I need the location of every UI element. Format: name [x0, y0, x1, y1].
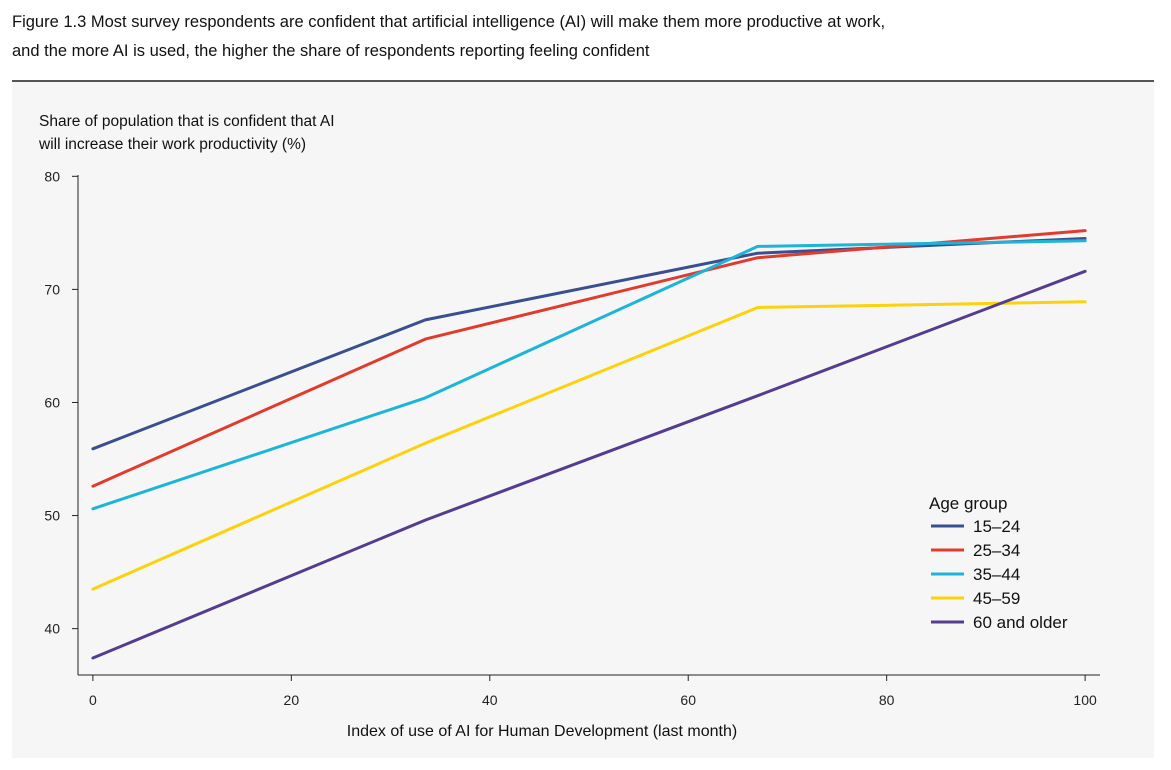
- figure-title-line-2: and the more AI is used, the higher the …: [12, 42, 650, 60]
- x-tick-label: 80: [879, 692, 895, 708]
- x-tick-label: 0: [89, 692, 97, 708]
- series-line: [91, 229, 1087, 488]
- legend-label: 25–34: [973, 541, 1020, 560]
- chart-panel: [12, 82, 1154, 758]
- series-line: [91, 239, 1087, 511]
- legend-label: 15–24: [973, 517, 1020, 536]
- y-tick-label: 70: [44, 281, 60, 297]
- figure-title-line-1: Figure 1.3 Most survey respondents are c…: [12, 13, 886, 31]
- y-axis-label-line-1: Share of population that is confident th…: [39, 113, 335, 130]
- series-line: [91, 237, 1087, 451]
- chart-legend: Age group 15–24 25–34 35–44 45–59 60 and olde…: [929, 494, 1068, 632]
- x-tick-label: 100: [1073, 692, 1097, 708]
- y-tick-label: 50: [44, 508, 60, 524]
- series-line: [91, 269, 1087, 660]
- x-tick-label: 20: [284, 692, 300, 708]
- y-axis-label: Share of population that is confident th…: [39, 110, 335, 156]
- chart-axes: 40 50 60 70 80 0 20 40 60 80 100: [44, 168, 1100, 708]
- legend-label: 45–59: [973, 589, 1020, 608]
- y-axis-label-line-2: will increase their work productivity (%…: [39, 136, 307, 153]
- series-line: [91, 300, 1087, 591]
- x-tick-label: 60: [680, 692, 696, 708]
- y-tick-label: 60: [44, 394, 60, 410]
- x-tick-label: 40: [482, 692, 498, 708]
- title-divider: [12, 80, 1154, 82]
- y-tick-label: 40: [44, 621, 60, 637]
- x-axis-label: Index of use of AI for Human Development…: [347, 723, 737, 740]
- chart-series-lines: [91, 229, 1087, 660]
- legend-title: Age group: [929, 494, 1007, 513]
- legend-label: 60 and older: [973, 613, 1068, 632]
- legend-label: 35–44: [973, 565, 1020, 584]
- figure-title: Figure 1.3 Most survey respondents are c…: [12, 8, 1152, 66]
- y-tick-label: 80: [44, 168, 60, 184]
